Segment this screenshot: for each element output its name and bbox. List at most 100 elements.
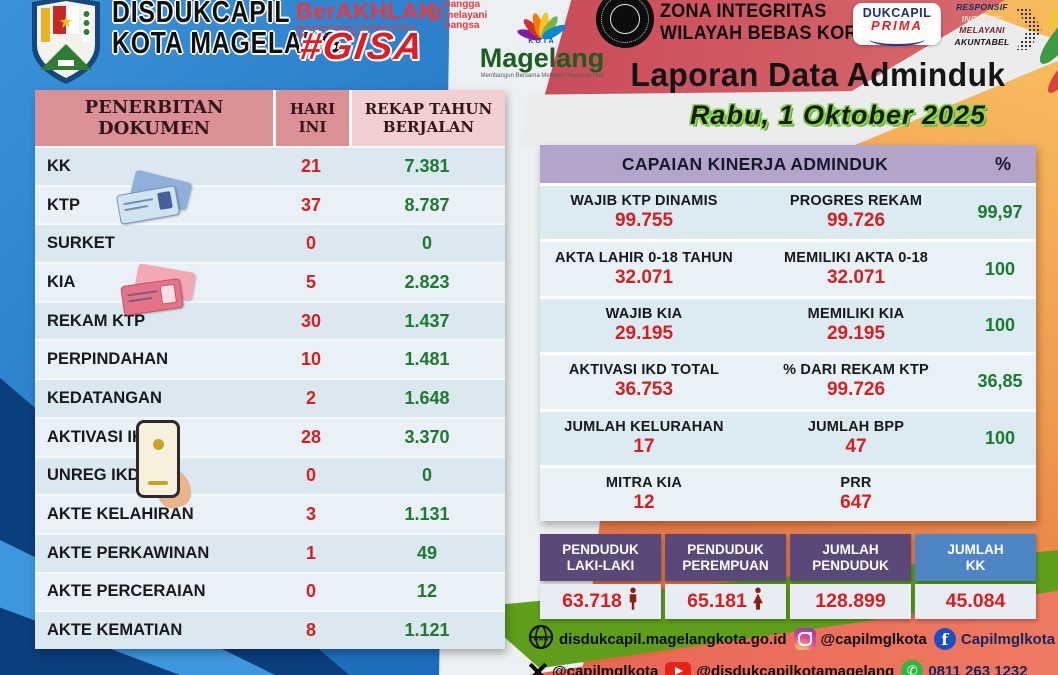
kinerja-percent: 99,97: [977, 202, 1023, 223]
globe-icon: www: [528, 624, 554, 655]
table-row: AKTE PERKAWINAN 1 49: [35, 532, 505, 572]
whatsapp-link[interactable]: ✆ 0811 263 1232: [901, 660, 1028, 675]
kinerja-title: CAPAIAN KINERJA ADMINDUK: [621, 153, 889, 174]
table-row: KEDATANGAN 2 1.648: [35, 378, 505, 417]
kinerja-row: WAJIB KIA 29.195 MEMILIKI KIA 29.195 100: [540, 295, 1036, 353]
doc-col-header-today: HARI INI: [273, 90, 349, 146]
instagram-handle: @capilmglkota: [820, 630, 927, 648]
value-inovatif: INOVATIF: [961, 13, 1003, 24]
value-melayani: MELAYANI: [959, 25, 1005, 35]
x-icon: [528, 662, 547, 675]
doc-label: KK: [47, 156, 71, 175]
zona-integritas-seal-icon: [596, 0, 654, 48]
doc-table-header: PENERBITAN DOKUMEN HARI INI REKAP TAHUN …: [35, 90, 505, 146]
table-row: KK 21 7.381: [35, 146, 505, 185]
female-icon: [752, 587, 764, 616]
x-link[interactable]: @capilmglkota: [528, 662, 658, 675]
doc-ytd-value: 7.381: [404, 155, 450, 176]
doc-label: AKTE KEMATIAN: [47, 621, 183, 640]
instagram-icon: [793, 628, 816, 650]
kinerja-value: 12: [633, 492, 655, 514]
kinerja-row: MITRA KIA 12 PRR 647: [540, 464, 1036, 522]
magelang-brand-tagline: Membangun Bersama Melayani Sepenuh Hati: [480, 73, 604, 79]
kinerja-label: AKTIVASI IKD TOTAL: [568, 362, 720, 379]
kinerja-value: 17: [633, 435, 655, 457]
youtube-handle: @disdukcapilkotamagelang: [696, 662, 895, 675]
website-text: disdukcapil.magelangkota.go.id: [559, 630, 787, 648]
youtube-link[interactable]: @disdukcapilkotamagelang: [665, 662, 894, 675]
kinerja-header: CAPAIAN KINERJA ADMINDUK %: [540, 145, 1036, 183]
kinerja-label: AKTA LAHIR 0-18 TAHUN: [555, 249, 733, 266]
table-row: KTP 37 8.787: [35, 184, 505, 224]
whatsapp-number: 0811 263 1232: [928, 662, 1028, 675]
doc-today-value: 30: [300, 310, 322, 331]
dukcapil-word: DUKCAPIL: [862, 6, 932, 20]
zona-line2: WILAYAH BEBAS KORUPSI: [660, 22, 901, 44]
bangga-melayani-bangsa-logo: # bangga melayani bangsa: [428, 0, 487, 32]
kinerja-label: PROGRES REKAM: [789, 193, 923, 210]
kinerja-percent: 100: [984, 314, 1016, 335]
doc-ytd-value: 1.481: [404, 349, 450, 370]
table-row: AKTIVASI IKD 28 3.370: [35, 416, 505, 456]
x-handle: @capilmglkota: [552, 662, 659, 675]
kinerja-percent: 36,85: [977, 371, 1023, 392]
magelang-kota-label: KOTA: [528, 38, 556, 45]
kinerja-value: 32.071: [826, 266, 886, 288]
kinerja-value: 99.726: [826, 210, 886, 232]
doc-today-value: 0: [305, 581, 316, 602]
gisa-logo: #GISA: [297, 26, 428, 68]
doc-ytd-value: 2.823: [404, 271, 450, 292]
agency-name: DISDUKCAPIL KOTA MAGELANG: [112, 0, 341, 58]
edge-petal-yellow: [1042, 0, 1058, 32]
report-date: Rabu, 1 Oktober 2025: [689, 100, 987, 130]
population-value-total: 128.899: [790, 584, 911, 619]
doc-label: AKTE KELAHIRAN: [47, 505, 194, 524]
berakhlak-subtitle2: Harmonis, Loyal, Adaptif, Kolaboratif: [296, 32, 393, 38]
table-row: AKTE KEMATIAN 8 1.121: [35, 610, 505, 649]
kinerja-label: WAJIB KTP DINAMIS: [570, 193, 718, 210]
doc-today-value: 28: [300, 426, 322, 447]
table-row: SURKET 0 0: [35, 223, 505, 263]
doc-label: KEDATANGAN: [47, 388, 162, 407]
doc-label: KIA: [47, 272, 76, 291]
doc-label: AKTE PERCERAIAN: [47, 582, 206, 601]
ktp-card-icon: [115, 169, 196, 232]
website-link[interactable]: www disdukcapil.magelangkota.go.id: [528, 624, 787, 655]
table-row: AKTE PERCERAIAN 0 12: [35, 571, 505, 611]
instagram-link[interactable]: @capilmglkota: [793, 628, 927, 650]
table-row: UNREG IKD 0 0: [35, 455, 505, 495]
kinerja-value: 32.071: [614, 266, 674, 288]
kinerja-value: 47: [845, 435, 867, 457]
kinerja-value: 29.195: [614, 322, 674, 344]
zona-integritas-text: ZONA INTEGRITAS WILAYAH BEBAS KORUPSI: [660, 0, 901, 44]
table-row: KIA 5 2.823: [35, 262, 505, 301]
population-value-male: 63.718: [540, 584, 661, 619]
bangga-word1: bangga: [444, 0, 481, 10]
doc-ytd-value: 1.131: [404, 504, 450, 525]
kinerja-value: 99.755: [614, 210, 674, 232]
kinerja-label: JUMLAH BPP: [807, 418, 905, 435]
population-value-kk: 45.084: [915, 584, 1036, 619]
doc-today-value: 1: [305, 542, 316, 563]
kinerja-label: MEMILIKI KIA: [807, 305, 905, 322]
doc-ytd-value: 12: [416, 581, 438, 602]
bangga-word2: melayani: [444, 9, 488, 21]
table-row: AKTE KELAHIRAN 3 1.131: [35, 494, 505, 533]
kinerja-row: WAJIB KTP DINAMIS 99.755 PROGRES REKAM 99.…: [540, 183, 1036, 240]
kinerja-label: PRR: [840, 475, 872, 492]
agency-line2: KOTA MAGELANG: [112, 25, 342, 60]
facebook-link[interactable]: f Capilmglkota: [933, 628, 1055, 650]
doc-ytd-value: 1.437: [404, 310, 450, 331]
prima-arc: [869, 32, 925, 46]
population-value-female: 65.181: [665, 584, 786, 619]
magelang-city-crest-logo: [28, 0, 104, 91]
kinerja-panel: CAPAIAN KINERJA ADMINDUK % WAJIB KTP DIN…: [540, 145, 1036, 522]
doc-today-value: 8: [305, 620, 316, 641]
doc-today-value: 2: [305, 387, 316, 408]
kinerja-row: AKTIVASI IKD TOTAL 36.753 % DARI REKAM KT…: [540, 352, 1036, 409]
kinerja-label: MITRA KIA: [605, 475, 683, 492]
doc-ytd-value: 1.648: [404, 387, 450, 408]
agency-line1: DISDUKCAPIL: [112, 0, 291, 29]
male-icon: [627, 587, 639, 616]
kinerja-label: MEMILIKI AKTA 0-18: [783, 249, 929, 266]
